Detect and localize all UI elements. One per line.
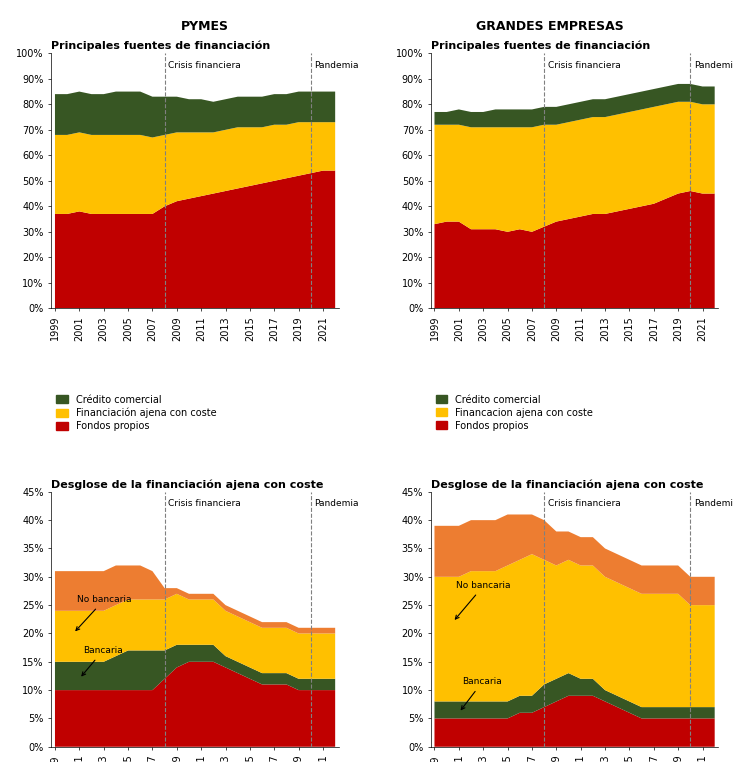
Legend: Crédito comercial, Financiación ajena con coste, Fondos propios: Crédito comercial, Financiación ajena co…	[56, 395, 216, 431]
Text: Bancaria: Bancaria	[82, 646, 122, 676]
Text: Desglose de la financiación ajena con coste: Desglose de la financiación ajena con co…	[51, 479, 324, 490]
Text: GRANDES EMPRESAS: GRANDES EMPRESAS	[476, 20, 624, 34]
Text: Crisis financiera: Crisis financiera	[169, 61, 241, 70]
Text: Crisis financiera: Crisis financiera	[548, 61, 621, 70]
Text: Pandemia: Pandemia	[314, 499, 359, 508]
Text: Bancaria: Bancaria	[461, 677, 502, 709]
Text: Pandemia: Pandemia	[694, 499, 733, 508]
Text: Desglose de la financiación ajena con coste: Desglose de la financiación ajena con co…	[431, 479, 703, 490]
Text: Pandemia: Pandemia	[314, 61, 359, 70]
Text: Crisis financiera: Crisis financiera	[548, 499, 621, 508]
Text: PYMES: PYMES	[181, 20, 229, 34]
Legend: Crédito comercial, Financacion ajena con coste, Fondos propios: Crédito comercial, Financacion ajena con…	[435, 395, 593, 431]
Text: Principales fuentes de financiación: Principales fuentes de financiación	[51, 40, 270, 51]
Text: No bancaria: No bancaria	[455, 581, 511, 619]
Text: Principales fuentes de financiación: Principales fuentes de financiación	[431, 40, 650, 51]
Text: Crisis financiera: Crisis financiera	[169, 499, 241, 508]
Text: Pandemia: Pandemia	[694, 61, 733, 70]
Text: No bancaria: No bancaria	[76, 595, 131, 630]
